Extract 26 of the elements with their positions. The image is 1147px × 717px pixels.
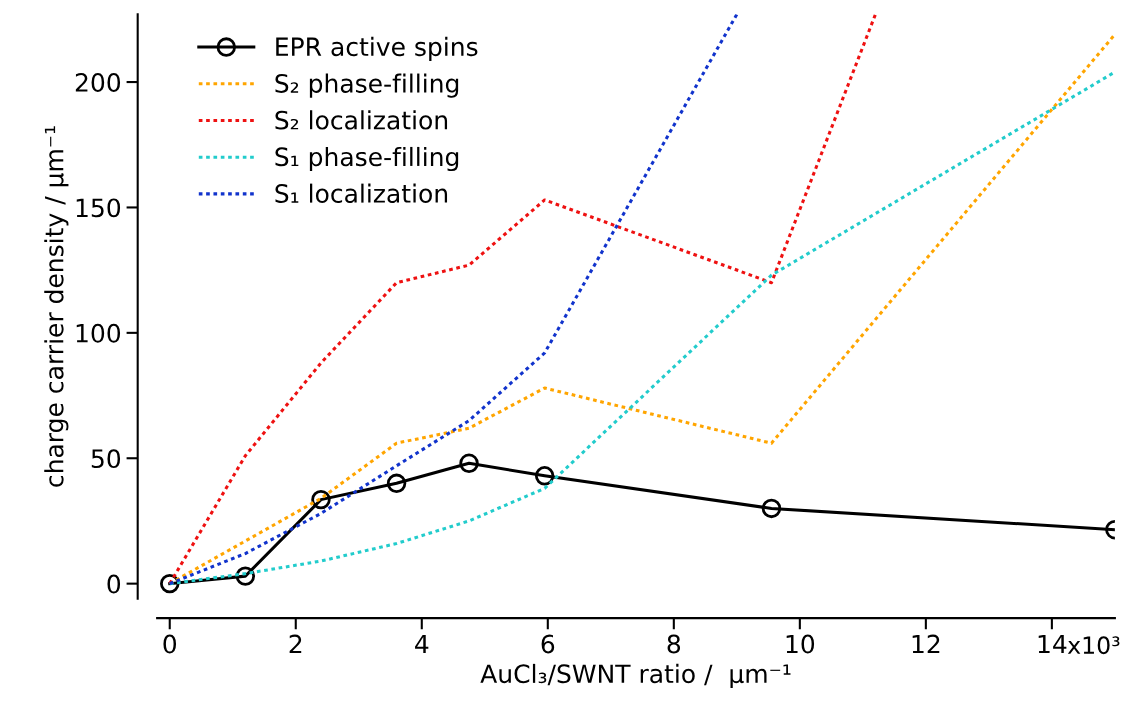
x-axis-title: AuCl₃/SWNT ratio / µm⁻¹	[480, 663, 791, 689]
x-tick-label: 2	[289, 634, 302, 654]
y-tick-label: 100	[76, 323, 121, 343]
y-axis-title: charge carrier density / µm⁻¹	[44, 126, 69, 487]
x-tick-label: 12	[912, 634, 940, 654]
y-tick-label: 150	[76, 198, 121, 218]
point	[761, 498, 782, 519]
x-tick-label: 10	[786, 634, 815, 654]
x-tick-label: 14	[1038, 634, 1067, 654]
legend-label: S₁ phase-filling	[275, 146, 459, 172]
legend-label: S₁ localization	[275, 183, 448, 203]
point	[311, 489, 331, 510]
legend-label: S₂ phase-filling	[275, 73, 459, 98]
legend-label: S₂ localization	[275, 110, 448, 130]
x-tick-label: 8	[667, 634, 681, 654]
y-tick-label: 200	[75, 73, 121, 92]
x-tick-label: 6	[541, 634, 555, 654]
y-tick-label: 50	[91, 449, 121, 469]
text: x10³	[1067, 636, 1120, 655]
legend-label: EPR active spins	[276, 36, 478, 62]
x-tick-label: 4	[415, 634, 429, 654]
point	[534, 466, 555, 486]
point	[459, 453, 479, 473]
x-tick-label: 0	[163, 634, 177, 654]
y-tick-label: 0	[107, 574, 121, 594]
point	[386, 473, 407, 494]
